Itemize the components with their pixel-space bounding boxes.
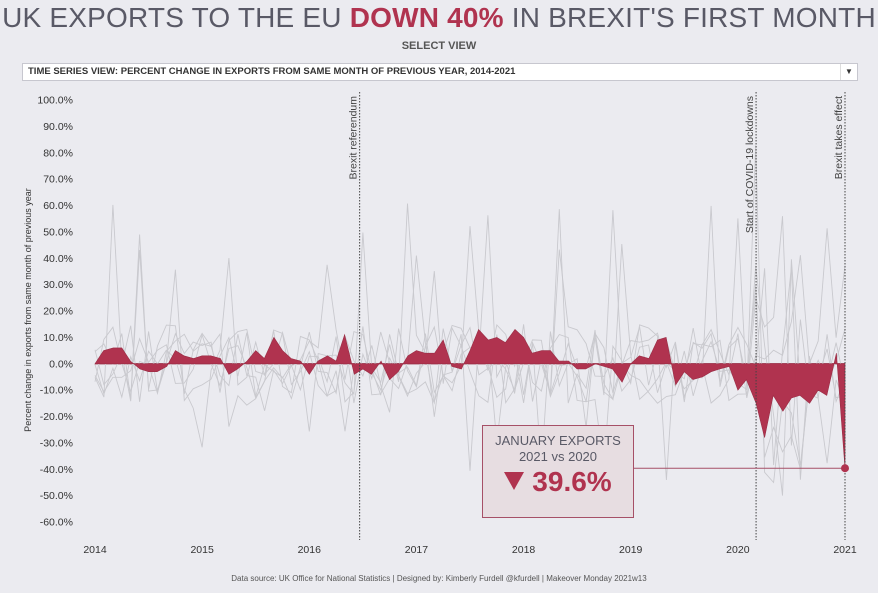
select-view-label: SELECT VIEW — [401, 40, 477, 52]
event-label: Brexit takes effect — [833, 96, 845, 179]
highlight-group — [634, 464, 849, 473]
callout-title: JANUARY EXPORTS — [495, 433, 621, 448]
background-series-line — [94, 205, 846, 470]
y-tick-label: -50.0% — [40, 490, 73, 502]
y-axis: 100.0% 90.0% 80.0% 70.0% 60.0% 50.0% 40.0% 30.0… — [37, 95, 73, 529]
background-series-line — [94, 145, 846, 484]
y-tick-label: -20.0% — [40, 411, 73, 423]
event-label: Brexit referendum — [348, 96, 360, 180]
y-tick-label: -40.0% — [40, 464, 73, 476]
page-title: UK EXPORTS TO THE EU DOWN 40% IN BREXIT'… — [0, 2, 878, 34]
y-tick-label: 90.0% — [43, 121, 73, 133]
dropdown-value: TIME SERIES VIEW: PERCENT CHANGE IN EXPO… — [28, 66, 516, 77]
x-tick-label: 2019 — [619, 544, 643, 556]
x-tick-label: 2017 — [405, 544, 429, 556]
x-tick-label: 2016 — [298, 544, 322, 556]
exports-change-area — [94, 328, 846, 469]
title-part1: UK EXPORTS TO THE EU — [2, 2, 350, 33]
background-series-line — [94, 209, 846, 446]
background-series-line — [94, 226, 846, 481]
y-tick-label: 20.0% — [43, 306, 73, 318]
x-tick-label: 2018 — [512, 544, 536, 556]
january-exports-callout: JANUARY EXPORTS 2021 vs 2020 39.6% — [482, 425, 634, 518]
background-series — [94, 145, 846, 496]
footer-credits: Data source: UK Office for National Stat… — [231, 574, 647, 583]
x-tick-label: 2020 — [726, 544, 750, 556]
title-highlight: DOWN 40% — [349, 2, 504, 33]
event-label: Start of COVID-19 lockdowns — [744, 96, 756, 233]
down-triangle-icon — [504, 471, 525, 490]
x-axis: 2014 2015 2016 2017 2018 2019 2020 2021 — [83, 544, 857, 556]
highlight-point — [841, 464, 849, 473]
main-area-series — [94, 328, 846, 469]
x-tick-label: 2021 — [833, 544, 857, 556]
y-tick-label: 50.0% — [43, 226, 73, 238]
y-tick-label: 70.0% — [43, 174, 73, 186]
background-series-line — [94, 204, 846, 496]
background-series-line — [94, 203, 846, 448]
y-tick-label: -10.0% — [40, 385, 73, 397]
y-tick-label: 100.0% — [37, 95, 73, 107]
callout-subtitle: 2021 vs 2020 — [518, 449, 598, 464]
x-tick-label: 2014 — [83, 544, 107, 556]
y-tick-label: 40.0% — [43, 253, 73, 265]
view-select-dropdown[interactable]: TIME SERIES VIEW: PERCENT CHANGE IN EXPO… — [22, 63, 858, 81]
callout-value: 39.6% — [532, 466, 612, 497]
y-tick-label: 10.0% — [43, 332, 73, 344]
y-tick-label: 60.0% — [43, 200, 73, 212]
x-tick-label: 2015 — [190, 544, 214, 556]
event-markers: Brexit referendum Start of COVID-19 lockd… — [348, 92, 846, 540]
callout-value-row: 39.6% — [483, 466, 633, 498]
title-part2: IN BREXIT'S FIRST MONTH — [503, 2, 876, 33]
y-tick-label: 30.0% — [43, 279, 73, 291]
y-tick-label: -60.0% — [40, 517, 73, 529]
y-tick-label: -30.0% — [40, 437, 73, 449]
y-tick-label: 0.0% — [49, 358, 73, 370]
chevron-down-icon[interactable]: ▼ — [840, 64, 857, 80]
y-axis-label: Percent change in exports from same mont… — [23, 188, 33, 432]
y-tick-label: 80.0% — [43, 147, 73, 159]
